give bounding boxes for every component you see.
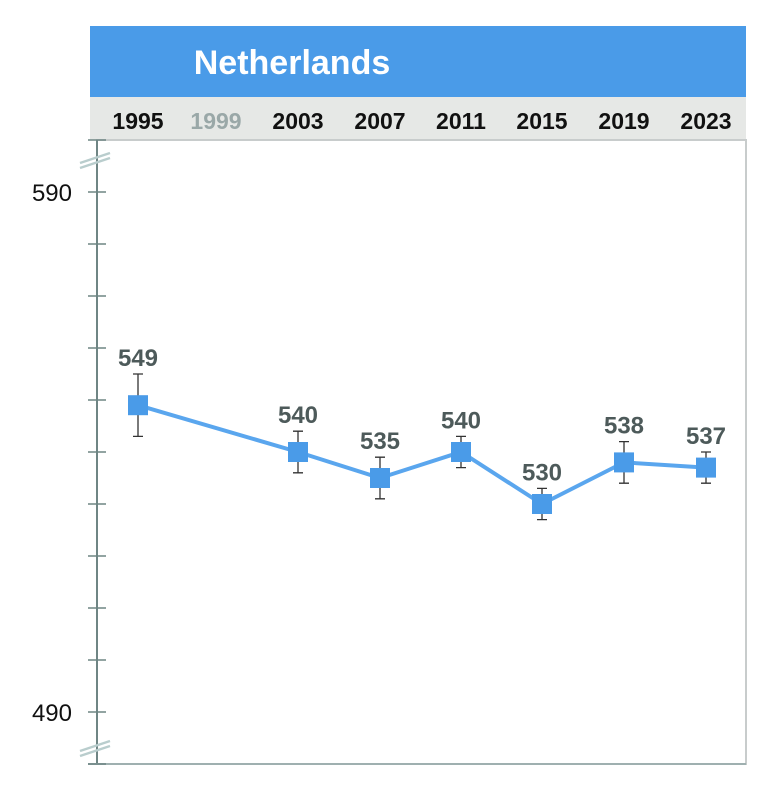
data-point (288, 442, 308, 462)
year-label: 1999 (190, 108, 241, 134)
year-header-row (90, 97, 746, 140)
data-point (370, 468, 390, 488)
data-label: 540 (278, 402, 318, 429)
data-label: 538 (604, 413, 644, 440)
year-label: 1995 (112, 108, 163, 134)
year-label: 2007 (354, 108, 405, 134)
year-label: 2019 (598, 108, 649, 134)
plot-area (96, 139, 747, 765)
data-label: 535 (360, 428, 400, 455)
data-label: 549 (118, 345, 158, 372)
data-point (128, 395, 148, 416)
data-point (696, 457, 716, 478)
year-label: 2011 (436, 108, 486, 134)
title-banner (90, 26, 746, 97)
year-label: 2015 (516, 108, 567, 134)
year-label: 2003 (272, 108, 323, 134)
data-point (614, 452, 634, 473)
data-label: 537 (686, 423, 726, 450)
axis-break-icon (79, 151, 111, 170)
y-tick-label: 590 (32, 180, 72, 207)
data-point (451, 442, 471, 462)
data-label: 530 (522, 459, 562, 486)
data-point (532, 494, 552, 514)
year-label: 2023 (680, 108, 731, 134)
axis-break-icon (79, 739, 111, 758)
chart-title: Netherlands (194, 44, 391, 82)
data-label: 540 (441, 407, 481, 434)
y-tick-label: 490 (32, 700, 72, 727)
